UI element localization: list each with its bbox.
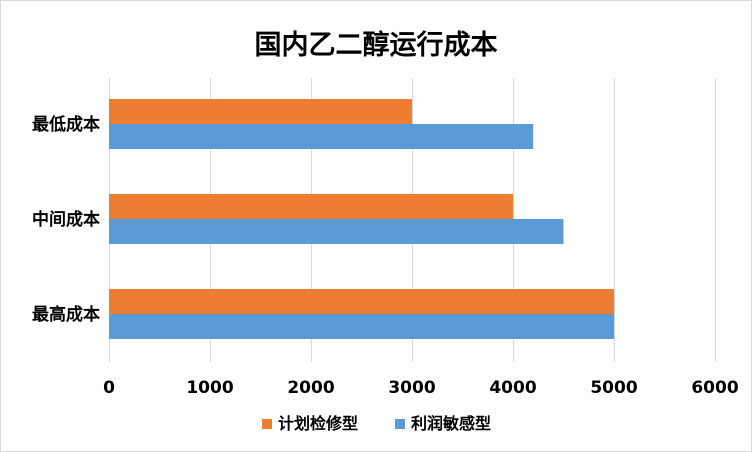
bar-series1-3: [109, 289, 614, 314]
x-tick-label-1000: 1000: [186, 378, 233, 398]
bar-series1-1: [109, 99, 412, 124]
bar-series2-1: [109, 124, 534, 149]
bar-series2-2: [109, 219, 564, 244]
legend-swatch: [262, 419, 272, 429]
chart-title: 国内乙二醇运行成本: [255, 29, 498, 61]
category-label: 中间成本: [32, 209, 100, 230]
x-tick-label-6000: 6000: [691, 378, 738, 398]
bars: [109, 99, 614, 339]
legend-label: 计划检修型: [278, 414, 358, 433]
x-tick-label-0: 0: [103, 378, 115, 398]
x-tick-label-2000: 2000: [287, 378, 334, 398]
bar-series1-2: [109, 194, 513, 219]
bar-series2-3: [109, 314, 614, 339]
category-label: 最低成本: [32, 114, 100, 135]
category-label: 最高成本: [32, 304, 100, 325]
legend-label: 利润敏感型: [411, 414, 491, 433]
legend-swatch: [395, 419, 405, 429]
x-tick-label-4000: 4000: [489, 378, 536, 398]
x-tick-label-3000: 3000: [388, 378, 435, 398]
x-tick-labels: 0 1000 2000 3000 4000 5000 6000: [103, 378, 739, 398]
x-tick-label-5000: 5000: [590, 378, 637, 398]
legend: 计划检修型 利润敏感型: [262, 414, 491, 433]
